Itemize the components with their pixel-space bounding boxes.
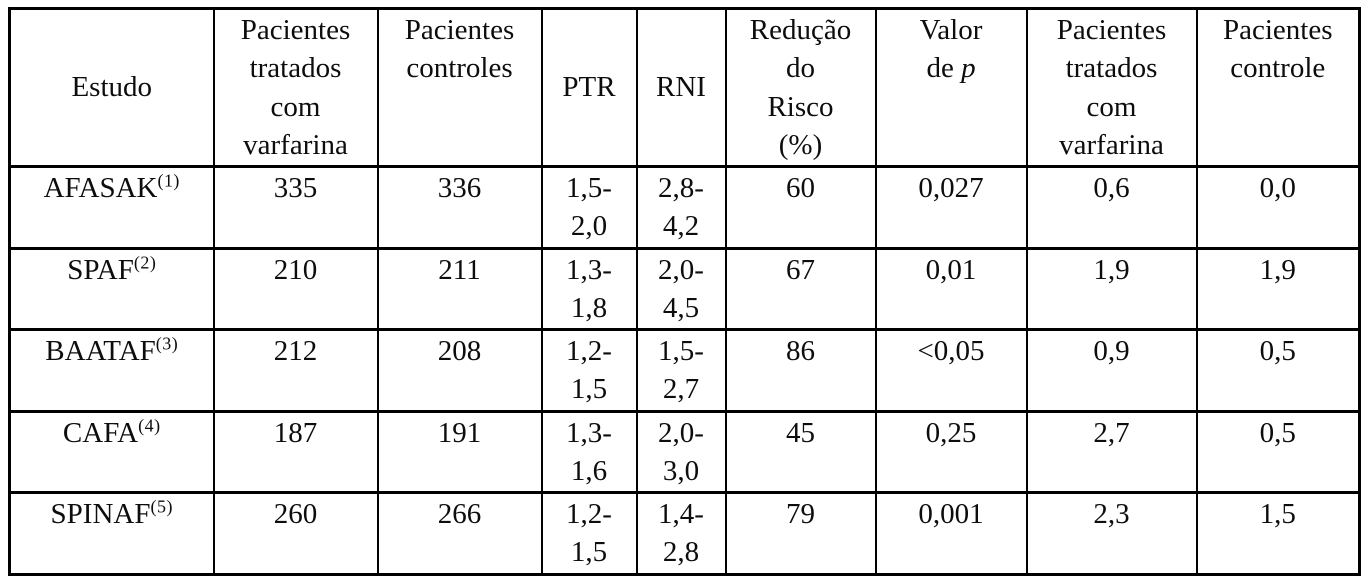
p-value-symbol: p	[961, 52, 976, 85]
cell-treated-rate: 0,9	[1025, 328, 1198, 413]
cell-rni: 2,0- 3,0	[635, 409, 727, 495]
study-name: CAFA	[62, 416, 139, 449]
p-value-label: Valor de	[919, 14, 983, 85]
cell-control-rate: 1,5	[1195, 491, 1361, 576]
cell-treated-rate: 0,6	[1025, 165, 1198, 250]
cell-p-value: 0,25	[874, 409, 1028, 495]
cell-treated: 260	[212, 491, 379, 576]
reference-superscript: (4)	[138, 415, 161, 435]
cell-treated-rate: 1,9	[1025, 246, 1198, 332]
table-row-cafa: CAFA(4) 187 191 1,3- 1,6 2,0- 3,0 45 0,2…	[8, 409, 1361, 495]
cell-risk-reduction: 79	[724, 491, 877, 576]
cell-rni: 1,5- 2,7	[635, 328, 727, 413]
cell-treated: 187	[212, 409, 379, 495]
cell-risk-reduction: 60	[724, 165, 877, 250]
reference-superscript: (1)	[157, 170, 180, 191]
cell-control-rate: 0,0	[1195, 165, 1361, 250]
cell-risk-reduction: 67	[724, 246, 877, 332]
cell-rni: 2,0- 4,5	[635, 246, 727, 332]
table-row-spaf: SPAF(2) 210 211 1,3- 1,8 2,0- 4,5 67 0,0…	[8, 246, 1361, 332]
cell-p-value: 0,01	[874, 246, 1028, 332]
header-cell-risk-reduction: Redução do Risco (%)	[724, 6, 877, 169]
header-cell-p-value: Valor de p	[874, 6, 1028, 169]
table-row-spinaf: SPINAF(5) 260 266 1,2- 1,5 1,4- 2,8 79 0…	[8, 491, 1361, 576]
cell-control-rate: 1,9	[1195, 246, 1361, 332]
cell-controls: 336	[376, 165, 543, 250]
study-name: SPAF	[67, 253, 134, 286]
cell-control-rate: 0,5	[1195, 328, 1361, 413]
study-name: BAATAF	[45, 335, 156, 368]
cell-treated-rate: 2,7	[1025, 409, 1198, 495]
cell-treated-rate: 2,3	[1025, 491, 1198, 576]
header-cell-control-patients: Pacientes controles	[376, 6, 543, 169]
cell-ptr: 1,2- 1,5	[540, 491, 638, 576]
cell-ptr: 1,2- 1,5	[540, 328, 638, 413]
cell-ptr: 1,5- 2,0	[540, 165, 638, 250]
reference-superscript: (2)	[133, 251, 157, 272]
cell-controls: 211	[376, 246, 543, 332]
cell-risk-reduction: 86	[724, 328, 877, 413]
header-cell-rni: RNI	[635, 6, 727, 169]
cell-ptr: 1,3- 1,8	[540, 246, 638, 332]
header-cell-ptr: PTR	[540, 6, 638, 169]
cell-study: AFASAK(1)	[8, 165, 215, 250]
cell-p-value: 0,027	[874, 165, 1028, 250]
cell-study: CAFA(4)	[8, 409, 215, 495]
cell-risk-reduction: 45	[724, 409, 877, 495]
cell-p-value: 0,001	[874, 491, 1028, 576]
warfarin-trials-table: Estudo Pacientes tratados com varfarina …	[8, 6, 1361, 576]
reference-superscript: (5)	[150, 496, 173, 517]
study-name: AFASAK	[43, 172, 158, 205]
header-cell-treated-rate: Pacientes tratados com varfarina	[1025, 6, 1198, 169]
cell-p-value: <0,05	[874, 328, 1028, 413]
cell-controls: 191	[376, 409, 543, 495]
header-cell-treated-patients: Pacientes tratados com varfarina	[212, 6, 379, 169]
cell-study: SPAF(2)	[8, 246, 215, 332]
table-row-afasak: AFASAK(1) 335 336 1,5- 2,0 2,8- 4,2 60 0…	[8, 165, 1361, 250]
cell-treated: 212	[212, 328, 379, 413]
header-cell-control-rate: Pacientes controle	[1195, 6, 1361, 169]
cell-ptr: 1,3- 1,6	[540, 409, 638, 495]
study-name: SPINAF	[50, 498, 151, 531]
cell-study: SPINAF(5)	[8, 491, 215, 576]
cell-study: BAATAF(3)	[8, 328, 215, 413]
table-row-baataf: BAATAF(3) 212 208 1,2- 1,5 1,5- 2,7 86 <…	[8, 328, 1361, 413]
cell-rni: 1,4- 2,8	[635, 491, 727, 576]
cell-controls: 266	[376, 491, 543, 576]
cell-treated: 210	[212, 246, 379, 332]
table-header-row: Estudo Pacientes tratados com varfarina …	[8, 6, 1361, 169]
header-cell-study: Estudo	[8, 6, 215, 169]
cell-control-rate: 0,5	[1195, 409, 1361, 495]
reference-superscript: (3)	[155, 333, 179, 354]
cell-treated: 335	[212, 165, 379, 250]
cell-controls: 208	[376, 328, 543, 413]
cell-rni: 2,8- 4,2	[635, 165, 727, 250]
